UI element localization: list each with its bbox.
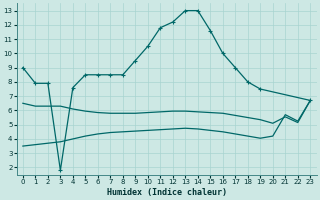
- X-axis label: Humidex (Indice chaleur): Humidex (Indice chaleur): [107, 188, 227, 197]
